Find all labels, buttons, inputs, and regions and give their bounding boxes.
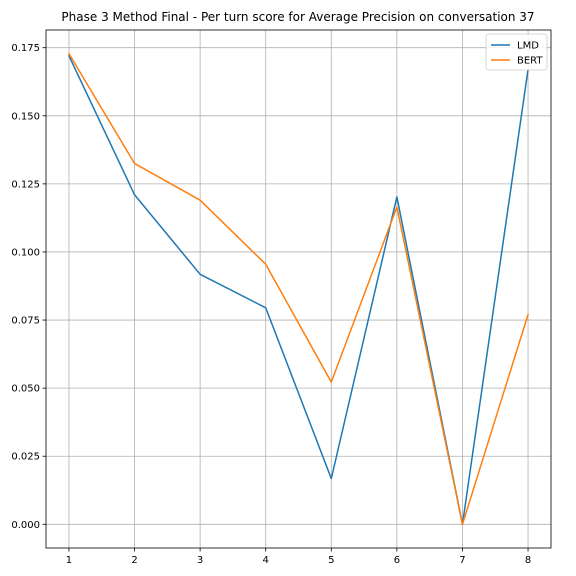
x-tick-label: 2: [131, 555, 137, 566]
legend: LMD BERT: [485, 33, 548, 71]
grid: [46, 30, 551, 548]
axis-ticks: 1 2 3 4 5 6 7 8 0.000 0.025 0.050 0.075 0.100 0.125 0.…: [11, 43, 531, 566]
legend-box: [485, 33, 548, 71]
y-tick-label: 0.050: [11, 384, 40, 395]
x-tick-label: 3: [197, 555, 203, 566]
legend-label-bert: BERT: [517, 56, 543, 67]
series-line-lmd: [67, 54, 529, 526]
y-tick-label: 0.175: [11, 43, 40, 54]
plot-area-frame: [45, 29, 552, 549]
chart-title: Phase 3 Method Final - Per turn score fo…: [61, 10, 534, 24]
x-tick-label: 6: [394, 555, 400, 566]
y-tick-label: 0.075: [11, 316, 40, 327]
y-tick-label: 0.025: [11, 452, 40, 463]
x-tick-label: 7: [459, 555, 465, 566]
y-tick-label: 0.125: [11, 179, 40, 190]
y-tick-label: 0.150: [11, 111, 40, 122]
legend-label-lmd: LMD: [517, 41, 539, 52]
y-tick-label: 0.100: [11, 247, 40, 258]
x-tick-label: 8: [525, 555, 531, 566]
x-tick-label: 4: [263, 555, 269, 566]
y-tick-label: 0.000: [11, 520, 40, 531]
x-tick-label: 1: [66, 555, 72, 566]
x-tick-label: 5: [328, 555, 334, 566]
series-line-bert: [67, 52, 529, 526]
plot-series: [67, 52, 529, 526]
